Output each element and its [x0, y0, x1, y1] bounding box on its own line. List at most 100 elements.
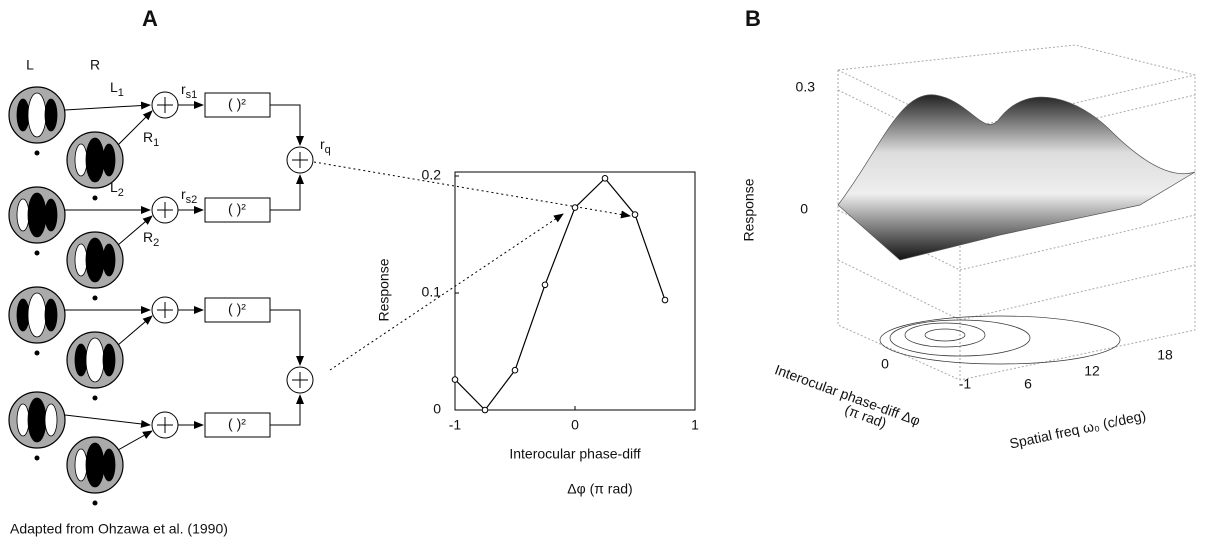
connector	[270, 309, 304, 366]
axis-label: Spatial freq ω₀ (c/deg)	[1008, 407, 1147, 452]
connector	[117, 110, 153, 146]
stripe	[102, 243, 116, 277]
stripe	[27, 292, 47, 338]
data-point	[541, 281, 549, 289]
stripe	[44, 298, 58, 332]
x-tick-label: 0	[571, 417, 579, 433]
output-label: rs2	[181, 186, 197, 206]
connector	[117, 215, 153, 246]
output-label: rs1	[181, 81, 197, 101]
plus	[157, 417, 173, 433]
stripe	[74, 343, 88, 377]
fixation-dot	[92, 295, 98, 301]
tick-label: 0	[881, 356, 889, 372]
fixation-dot	[34, 250, 40, 256]
data-point	[661, 296, 669, 304]
y-tick-label: 0.1	[422, 284, 442, 300]
input-label: L2	[110, 179, 124, 199]
x-axis-unit: Δφ (π rad)	[567, 481, 632, 497]
contours	[879, 315, 1121, 365]
x-axis-label: Interocular phase-diff	[509, 446, 640, 462]
data-point	[601, 175, 609, 182]
tick-label: 0.3	[796, 79, 816, 95]
data-line	[454, 177, 666, 411]
plus	[292, 152, 308, 168]
stripe	[74, 143, 88, 177]
square-box	[204, 297, 271, 323]
connector	[64, 101, 151, 111]
x-tick-label: -1	[449, 417, 462, 433]
connector	[117, 430, 153, 451]
square-box	[204, 412, 271, 438]
stripe	[27, 397, 47, 443]
box-label: ( )²	[228, 416, 246, 432]
axis-label: Interocular phase-diff Δφ	[773, 361, 923, 429]
stripe	[44, 403, 58, 437]
plus	[157, 97, 173, 113]
stripe	[85, 337, 105, 383]
y-tick-label: 0.2	[422, 167, 442, 183]
stripe	[102, 343, 116, 377]
data-point	[451, 376, 459, 383]
x-tick-label: 1	[691, 417, 699, 433]
output-label: rq	[320, 136, 331, 156]
stripe	[44, 98, 58, 132]
input-label: R2	[143, 229, 159, 249]
stripe	[16, 298, 30, 332]
box-label: ( )²	[228, 201, 246, 217]
axis-label: Response	[741, 178, 757, 241]
fixation-dot	[92, 395, 98, 401]
y-tick-label: 0	[433, 401, 441, 417]
eye-label: L	[26, 57, 34, 73]
stripe	[102, 143, 116, 177]
panel-label: A	[142, 6, 158, 31]
tick-label: 6	[1024, 376, 1032, 392]
stripe	[44, 198, 58, 232]
tick-label: 18	[1157, 347, 1173, 363]
stripe	[85, 237, 105, 283]
response-surface	[837, 94, 1196, 261]
credit: Adapted from Ohzawa et al. (1990)	[10, 521, 228, 537]
stripe	[74, 448, 88, 482]
fixation-dot	[92, 500, 98, 506]
square-box	[204, 92, 271, 118]
stripe	[85, 137, 105, 183]
plus	[292, 372, 308, 388]
stripe	[16, 403, 30, 437]
stripe	[16, 198, 30, 232]
tick-label: 0	[800, 201, 808, 217]
pointer	[313, 161, 631, 219]
fixation-dot	[92, 195, 98, 201]
pointer	[329, 213, 564, 371]
data-point	[631, 211, 639, 218]
connector	[270, 104, 304, 146]
fixation-dot	[34, 150, 40, 156]
box-label: ( )²	[228, 96, 246, 112]
data-point	[571, 204, 579, 211]
plus	[157, 202, 173, 218]
input-label: R1	[143, 129, 159, 149]
box-label: ( )²	[228, 301, 246, 317]
stripe	[27, 92, 47, 138]
connector	[270, 394, 304, 426]
data-point	[511, 366, 519, 374]
fixation-dot	[34, 350, 40, 356]
tick-label: -1	[959, 376, 972, 392]
fixation-dot	[34, 455, 40, 461]
input-label: L1	[110, 79, 124, 99]
stripe	[102, 448, 116, 482]
connector	[117, 315, 153, 346]
eye-label: R	[90, 57, 100, 73]
connector	[270, 174, 304, 211]
stripe	[27, 192, 47, 238]
stripe	[16, 98, 30, 132]
plus	[157, 302, 173, 318]
tick-label: 12	[1084, 363, 1100, 379]
stripe	[74, 243, 88, 277]
stripe	[85, 442, 105, 488]
data-point	[481, 406, 489, 414]
connector	[64, 414, 151, 428]
panel-label: B	[745, 6, 761, 31]
y-axis-label: Response	[376, 258, 392, 321]
